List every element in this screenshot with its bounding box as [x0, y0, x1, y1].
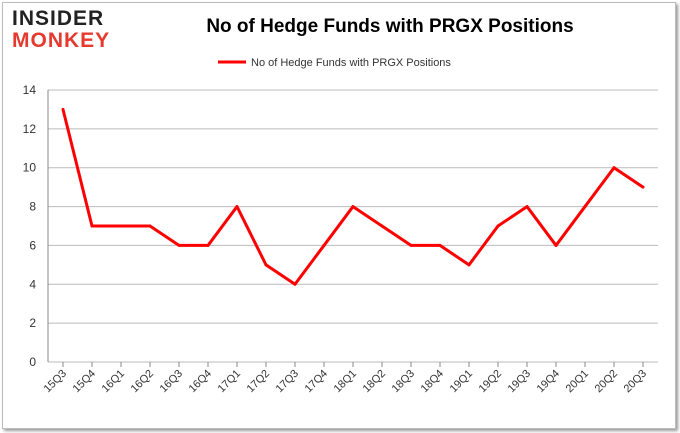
data-point — [554, 243, 558, 247]
x-tick-label: 19Q1 — [448, 368, 476, 396]
data-point — [264, 263, 268, 267]
data-point — [322, 243, 326, 247]
x-tick-label: 17Q2 — [245, 368, 273, 396]
logo-line2: MONKEY — [12, 29, 111, 52]
x-tick-label: 19Q3 — [506, 368, 534, 396]
x-tick-label: 20Q2 — [593, 368, 621, 396]
x-tick-label: 18Q3 — [390, 368, 418, 396]
x-tick-label: 19Q2 — [477, 368, 505, 396]
x-tick-label: 18Q2 — [361, 368, 389, 396]
data-point — [148, 224, 152, 228]
data-point — [206, 243, 210, 247]
data-point — [467, 263, 471, 267]
data-point — [409, 243, 413, 247]
x-tick-label: 19Q4 — [535, 368, 563, 396]
insider-monkey-logo: INSIDER MONKEY — [12, 8, 110, 52]
data-point — [177, 243, 181, 247]
x-tick-label: 20Q1 — [564, 368, 592, 396]
x-tick-label: 17Q3 — [274, 368, 302, 396]
y-tick-label: 2 — [29, 316, 36, 330]
logo-line1: INSIDER — [12, 7, 105, 30]
y-tick-label: 0 — [29, 355, 36, 369]
data-point — [293, 282, 297, 286]
x-tick-label: 16Q1 — [100, 368, 128, 396]
chart-title: No of Hedge Funds with PRGX Positions — [206, 16, 574, 37]
data-point — [235, 205, 239, 209]
x-tick-label: 18Q4 — [419, 368, 447, 396]
x-tick-label: 16Q2 — [129, 368, 157, 396]
data-point — [380, 224, 384, 228]
data-point — [496, 224, 500, 228]
chart-frame — [2, 2, 676, 429]
data-point — [438, 243, 442, 247]
data-point — [641, 185, 645, 189]
y-tick-label: 4 — [29, 277, 36, 291]
data-point — [119, 224, 123, 228]
data-point — [525, 205, 529, 209]
data-point — [351, 205, 355, 209]
data-point — [90, 224, 94, 228]
data-point — [583, 205, 587, 209]
y-tick-label: 6 — [29, 238, 36, 252]
y-tick-label: 10 — [23, 161, 37, 175]
x-tick-label: 17Q4 — [303, 368, 331, 396]
legend-label: No of Hedge Funds with PRGX Positions — [251, 57, 451, 69]
x-tick-label: 18Q1 — [332, 368, 360, 396]
y-tick-label: 8 — [29, 200, 36, 214]
y-tick-label: 12 — [23, 122, 37, 136]
x-tick-label: 15Q4 — [71, 368, 99, 396]
data-point — [612, 166, 616, 170]
x-tick-label: 16Q4 — [187, 368, 215, 396]
series-line — [61, 109, 644, 286]
x-tick-label: 20Q3 — [622, 368, 650, 396]
x-tick-label: 15Q3 — [42, 368, 70, 396]
x-tick-label: 17Q1 — [216, 368, 244, 396]
y-tick-label: 14 — [23, 83, 37, 97]
data-point — [61, 107, 65, 111]
x-tick-label: 16Q3 — [158, 368, 186, 396]
